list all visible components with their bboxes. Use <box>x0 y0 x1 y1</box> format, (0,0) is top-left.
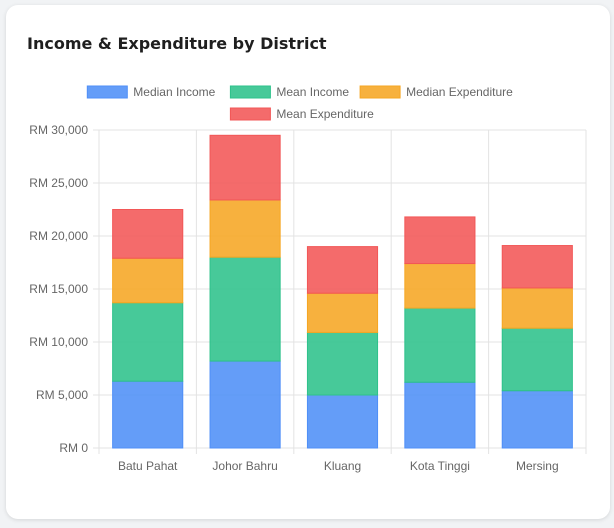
y-tick-label: RM 10,000 <box>29 335 88 349</box>
legend-swatch <box>86 85 128 99</box>
bar-mean-expenditure <box>306 246 379 294</box>
y-tick-label: RM 30,000 <box>29 123 88 137</box>
x-tick-label: Johor Bahru <box>212 459 277 473</box>
bars <box>112 134 573 449</box>
x-tick-label: Kluang <box>324 459 361 473</box>
bar-mean-expenditure <box>209 134 281 201</box>
legend-item[interactable]: Median Income <box>86 85 216 99</box>
y-axis: RM 0 RM 5,000 RM 10,000 RM 15,000 RM 20,000 R… <box>29 123 88 455</box>
legend-label: Median Income <box>133 85 215 99</box>
card-title: Income & Expenditure by District <box>27 34 327 53</box>
legend-swatch <box>359 85 401 99</box>
bar-mean-expenditure <box>404 216 476 265</box>
y-tick-label: RM 15,000 <box>29 282 88 296</box>
legend-label: Median Expenditure <box>406 85 513 99</box>
bar-median-income <box>501 390 573 449</box>
legend-item[interactable]: Mean Expenditure <box>229 107 374 121</box>
bar-median-expenditure <box>404 263 476 309</box>
bar-mean-income <box>404 307 476 383</box>
y-tick-label: RM 25,000 <box>29 176 88 190</box>
bar-median-expenditure <box>209 199 281 258</box>
bar-median-income <box>404 381 476 449</box>
bar-median-income <box>112 380 184 449</box>
legend[interactable]: Median Income Mean Income Median Expenditu… <box>86 85 513 121</box>
x-tick-label: Mersing <box>516 459 559 473</box>
bar-mean-expenditure <box>112 209 184 259</box>
bar-median-expenditure <box>306 292 379 333</box>
bar-median-income <box>209 360 281 449</box>
x-tick-label: Batu Pahat <box>118 459 178 473</box>
bar-mean-income <box>112 302 184 382</box>
legend-item[interactable]: Mean Income <box>229 85 349 99</box>
legend-item[interactable]: Median Expenditure <box>359 85 513 99</box>
bar-mean-income <box>306 331 379 396</box>
legend-label: Mean Expenditure <box>276 107 374 121</box>
bar-median-expenditure <box>112 257 184 304</box>
bar-mean-expenditure <box>501 245 573 289</box>
y-tick-label: RM 5,000 <box>36 388 88 402</box>
legend-swatch <box>229 107 271 121</box>
bar-mean-income <box>501 327 573 392</box>
bar-median-expenditure <box>501 287 573 329</box>
y-tick-label: RM 0 <box>59 441 88 455</box>
y-tick-label: RM 20,000 <box>29 229 88 243</box>
bar-mean-income <box>209 256 281 362</box>
legend-label: Mean Income <box>276 85 349 99</box>
x-tick-label: Kota Tinggi <box>410 459 470 473</box>
bar-median-income <box>306 394 379 449</box>
legend-swatch <box>229 85 271 99</box>
x-axis: Batu Pahat Johor Bahru Kluang Kota Tinggi Me… <box>118 459 559 473</box>
